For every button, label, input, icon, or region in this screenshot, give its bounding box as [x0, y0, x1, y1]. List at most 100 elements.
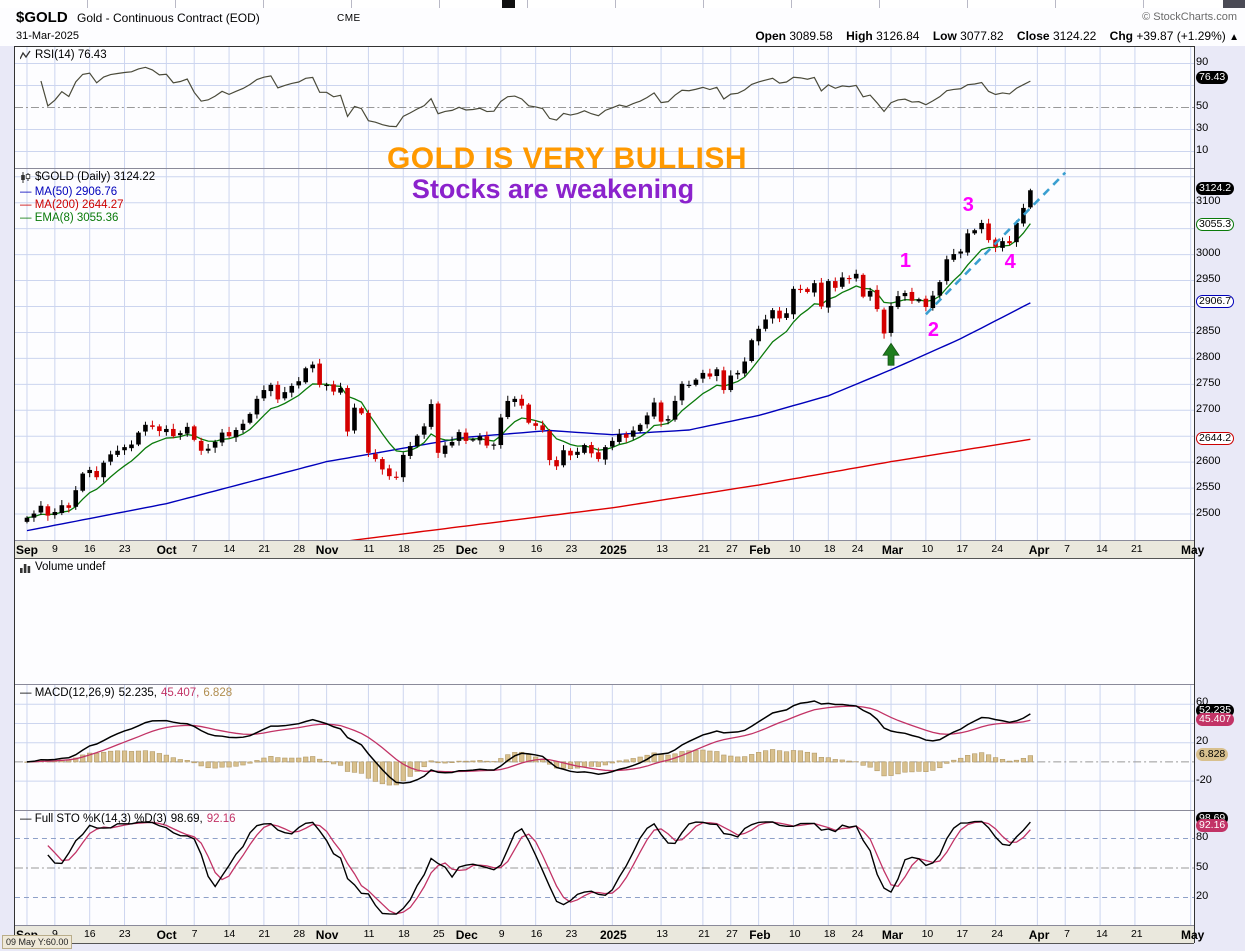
axis-tick: 14 [223, 928, 236, 940]
price-axis-gutter: 90 76.43 50 30 10 3124.2 3100 3055.3 3000 2950 290… [1195, 0, 1245, 951]
axis-tick: Apr [1028, 543, 1050, 557]
axis-tick: 24 [851, 928, 864, 940]
axis-tick: 24 [991, 543, 1004, 555]
macd-title: — MACD(12,26,9) [20, 687, 115, 699]
axis-tick: 27 [726, 928, 738, 940]
axis-tick: 2025 [599, 928, 627, 942]
rsi-label: RSI(14) 76.43 [20, 49, 107, 61]
low-label: Low [932, 29, 957, 43]
axis-tick: 7 [191, 543, 198, 555]
axis-label: 3000 [1196, 246, 1221, 259]
axis-value-badge: 3055.3 [1196, 218, 1235, 232]
macd-line-value: 52.235, [118, 687, 157, 699]
axis-tick: 7 [1064, 543, 1070, 555]
axis-tick: 25 [432, 928, 445, 940]
volume-label: Volume undef [20, 561, 105, 573]
chart-body: RSI(14) 76.43 $GOLD (Daily) 3124.22 — MA… [14, 46, 1204, 944]
axis-label: 2600 [1196, 454, 1221, 467]
axis-tick: 9 [51, 543, 58, 555]
price-title: $GOLD (Daily) 3124.22 [35, 171, 156, 183]
price-plot [15, 169, 1194, 540]
axis-value-badge: 76.43 [1196, 70, 1229, 84]
open-label: Open [755, 29, 786, 43]
axis-tick: 21 [1130, 928, 1143, 940]
axis-label: 10 [1196, 144, 1209, 157]
volume-panel: Volume undef [15, 559, 1194, 685]
chart-header: $GOLD Gold - Continuous Contract (EOD) C… [0, 8, 1245, 28]
wave-point-4: 4 [1004, 251, 1016, 274]
axis-tick: May [1180, 543, 1205, 557]
axis-tick: 16 [83, 543, 96, 555]
rsi-title: RSI(14) 76.43 [35, 49, 107, 61]
axis-label: 2800 [1196, 350, 1221, 363]
axis-tick: 25 [432, 543, 445, 555]
high-value: 3126.84 [876, 29, 920, 43]
change-label: Chg [1109, 29, 1133, 43]
price-panel: $GOLD (Daily) 3124.22 — MA(50) 2906.76 —… [15, 169, 1194, 541]
axis-label: 90 [1196, 55, 1209, 68]
axis-label: -20 [1196, 773, 1212, 786]
spreadsheet-cell-dark [502, 0, 515, 8]
axis-label: 2700 [1196, 402, 1221, 415]
spreadsheet-edge-strip [0, 0, 1245, 8]
price-label: $GOLD (Daily) 3124.22 [20, 171, 155, 183]
wave-point-3: 3 [962, 193, 974, 216]
change-value: +39.87 (+1.29%) [1136, 29, 1226, 43]
axis-tick: Mar [881, 543, 904, 557]
axis-tick: Sep [15, 543, 39, 557]
axis-tick: 23 [118, 543, 131, 555]
volume-icon [20, 563, 31, 573]
axis-tick: 13 [656, 928, 669, 940]
overlay-legend: — MA(50) 2906.76 — MA(200) 2644.27 — EMA… [20, 186, 124, 225]
axis-tick: 11 [363, 543, 375, 555]
axis-tick: Oct [156, 928, 177, 942]
axis-tick: 10 [788, 543, 801, 555]
macd-panel: — MACD(12,26,9) 52.235, 45.407, 6.828 [15, 685, 1194, 811]
rsi-plot [15, 47, 1194, 168]
axis-label: 2500 [1196, 506, 1221, 519]
sto-d-value: 92.16 [206, 813, 236, 825]
axis-tick: 17 [956, 543, 969, 555]
quote-row: 31-Mar-2025 Open 3089.58 High 3126.84 Lo… [0, 28, 1245, 46]
legend-ema8: — EMA(8) 3055.36 [20, 212, 119, 224]
axis-tick: 21 [698, 543, 710, 555]
axis-tick: 18 [398, 543, 410, 555]
axis-tick: Feb [749, 928, 771, 942]
axis-tick: Feb [749, 543, 771, 557]
axis-label: 30 [1196, 122, 1209, 135]
axis-label: 2850 [1196, 324, 1221, 337]
macd-signal-value: 45.407, [160, 687, 200, 699]
axis-tick: 11 [363, 928, 375, 940]
axis-label: 3100 [1196, 194, 1221, 207]
axis-value-badge: 6.828 [1196, 747, 1229, 761]
volume-title: Volume undef [35, 561, 106, 573]
axis-tick: 14 [1096, 928, 1108, 940]
axis-label: 50 [1196, 860, 1209, 873]
axis-value-badge: 2906.7 [1196, 295, 1235, 309]
axis-label: 20 [1196, 735, 1209, 748]
axis-tick: 14 [1096, 543, 1108, 555]
sto-title: — Full STO %K(14,3) %D(3) [20, 813, 167, 825]
axis-tick: Apr [1028, 928, 1050, 942]
symbol: $GOLD [16, 9, 68, 26]
axis-tick: 21 [698, 928, 710, 940]
legend-ma50: — MA(50) 2906.76 [20, 186, 118, 198]
axis-tick: 27 [726, 543, 738, 555]
symbol-description: Gold - Continuous Contract (EOD) [77, 11, 260, 25]
axis-tick: Oct [156, 543, 177, 557]
close-label: Close [1016, 29, 1050, 43]
axis-tick: 23 [565, 928, 578, 940]
stochastics-label: — Full STO %K(14,3) %D(3) 98.69, 92.16 [20, 813, 236, 825]
axis-tick: Nov [315, 928, 339, 942]
chart-date: 31-Mar-2025 [16, 30, 79, 42]
axis-label: 2550 [1196, 480, 1221, 493]
axis-tick: Mar [881, 928, 904, 942]
rsi-panel: RSI(14) 76.43 [15, 47, 1194, 169]
axis-tick: 16 [83, 928, 96, 940]
axis-tick: 28 [293, 543, 306, 555]
change-direction-icon: ▲ [1229, 32, 1239, 43]
sto-k-value: 98.69, [170, 813, 203, 825]
axis-tick: 18 [398, 928, 410, 940]
open-value: 3089.58 [789, 29, 833, 43]
